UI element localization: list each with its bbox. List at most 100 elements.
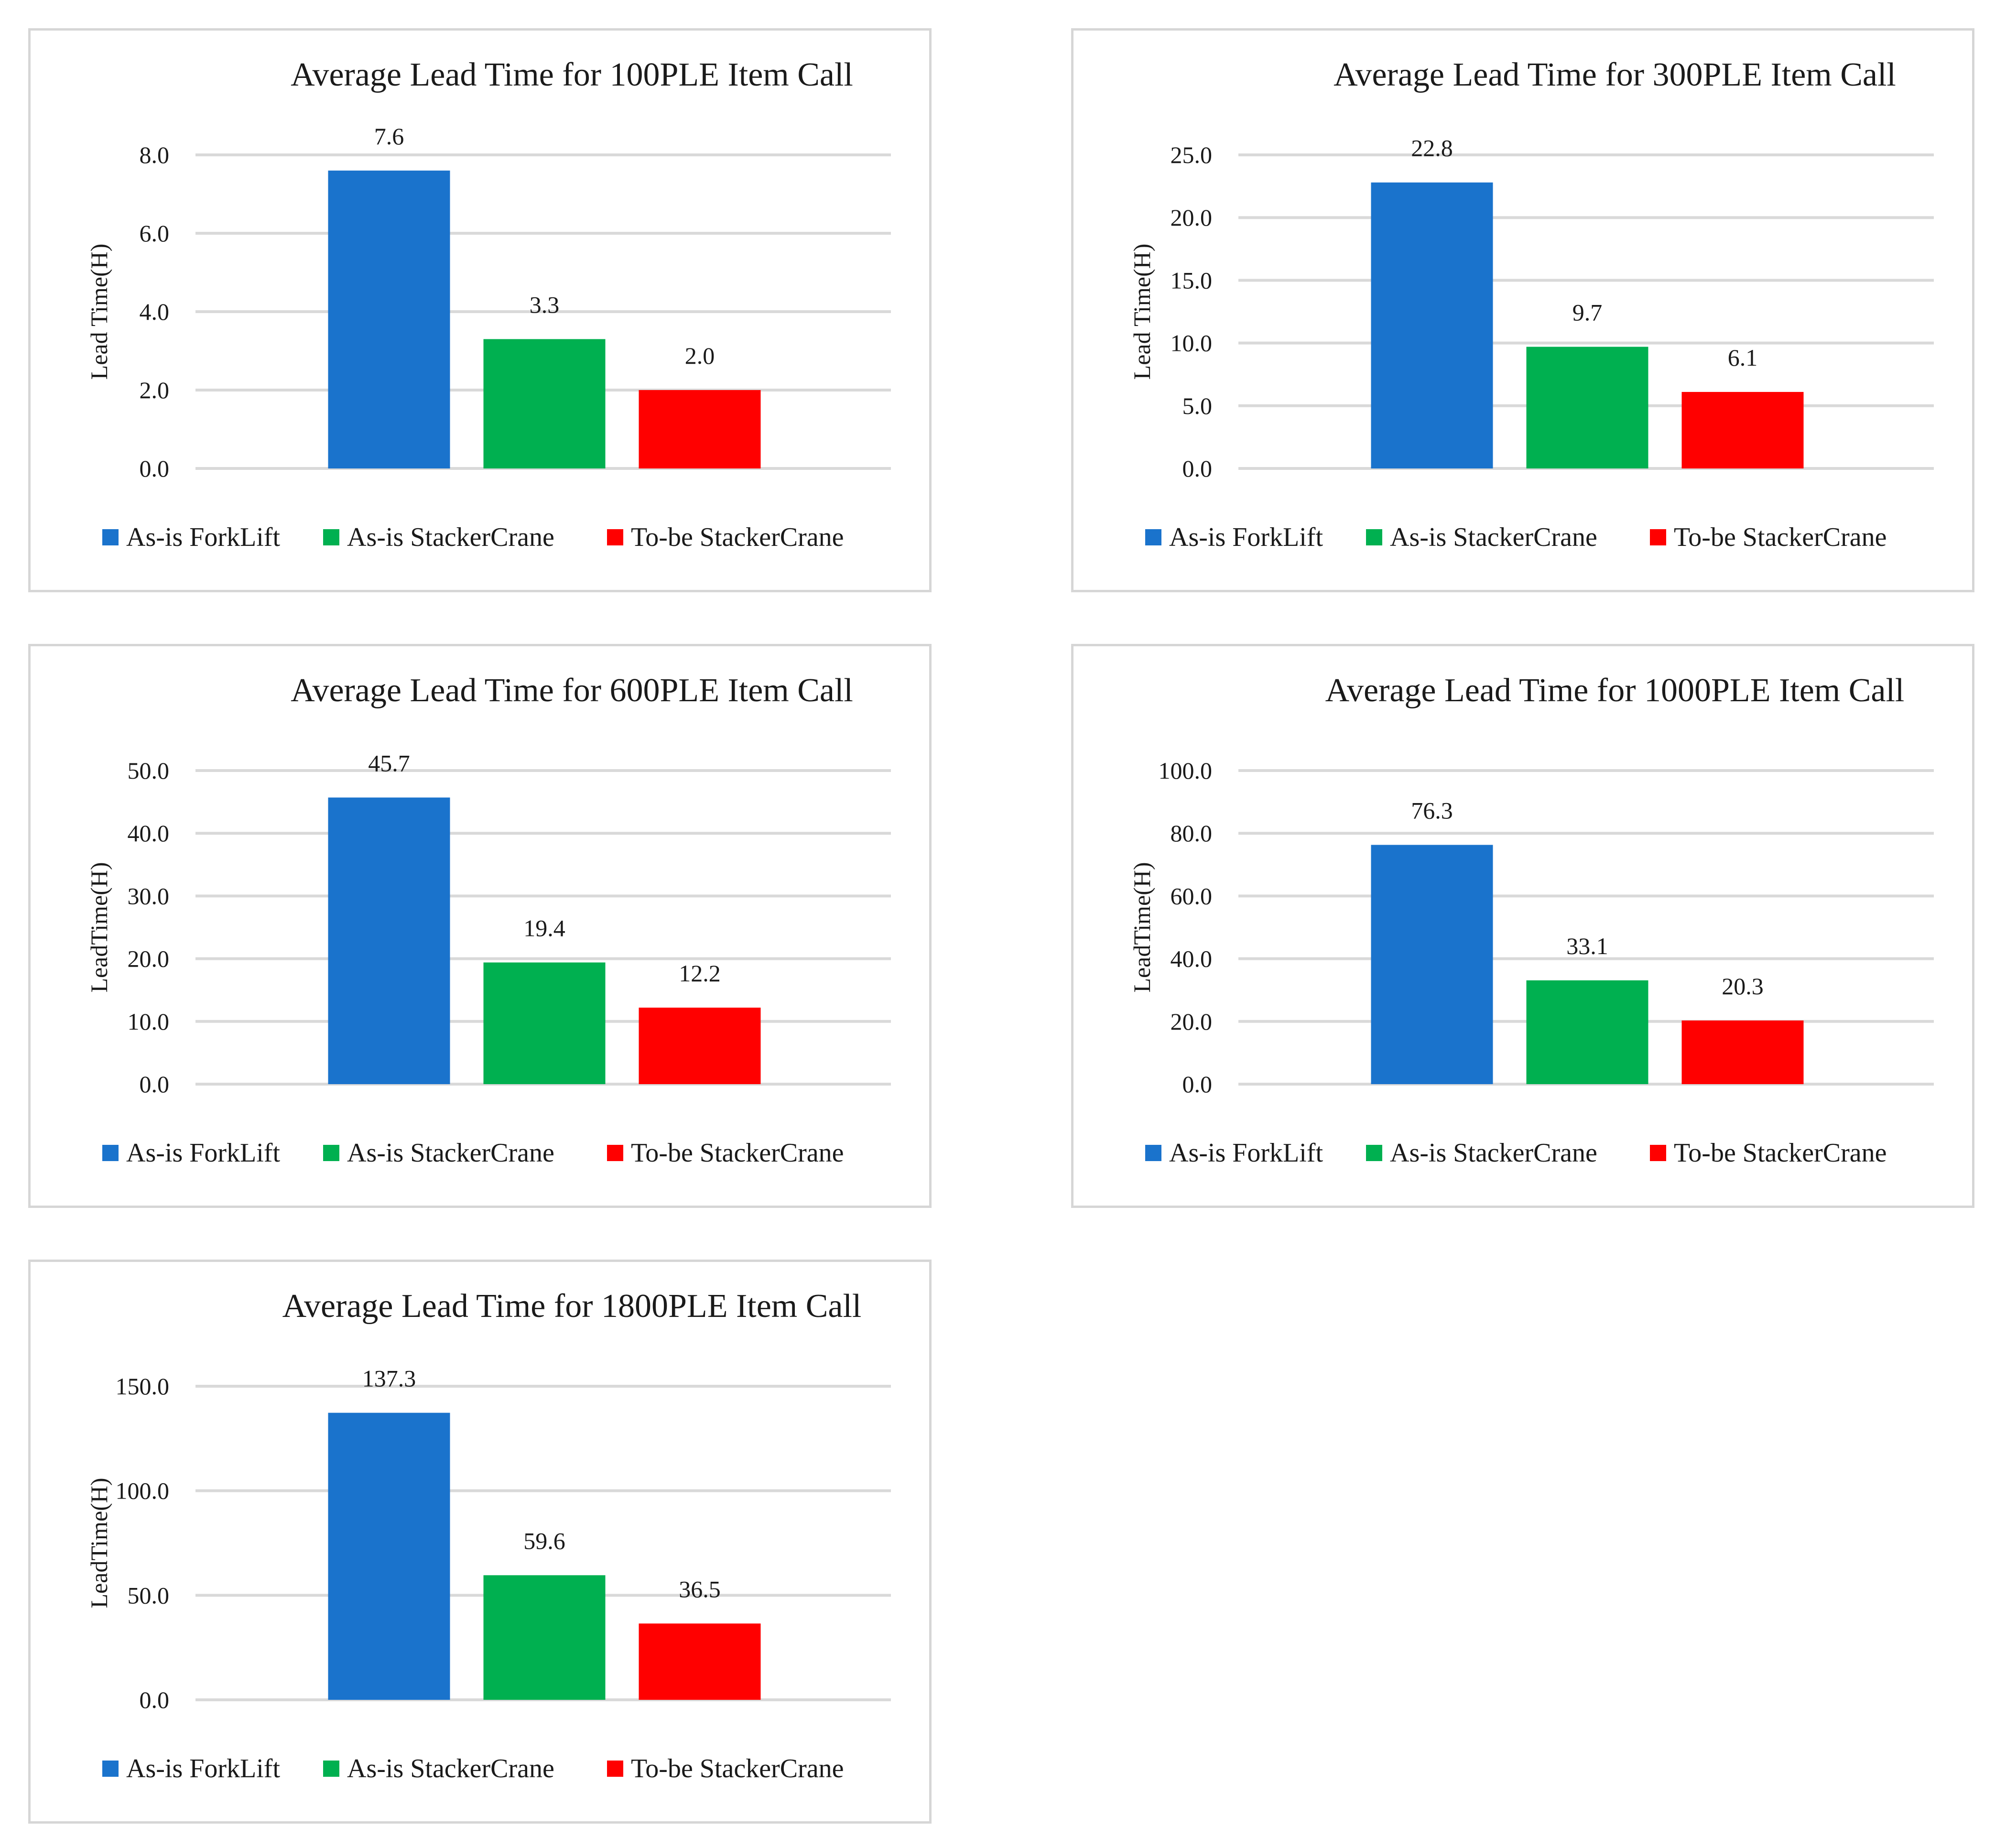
legend-label-to-be-stackercrane: To-be StackerCrane [1674, 1138, 1887, 1168]
chart-title: Average Lead Time for 600PLE Item Call [291, 672, 853, 709]
y-axis-label: Lead Time(H) [86, 244, 112, 380]
y-tick-label: 10.0 [1171, 330, 1213, 357]
y-tick-label: 8.0 [140, 141, 170, 168]
data-label-as-is-stackercrane: 3.3 [530, 291, 560, 318]
bar-as-is-stackercrane [483, 962, 606, 1084]
legend-label-as-is-forklift: As-is ForkLift [126, 1754, 280, 1783]
legend-label-as-is-stackercrane: As-is StackerCrane [1390, 522, 1597, 552]
legend-swatch-to-be-stackercrane [607, 529, 623, 545]
legend-swatch-as-is-forklift [1145, 529, 1161, 545]
y-tick-label: 20.0 [1171, 204, 1213, 231]
legend-swatch-as-is-stackercrane [323, 529, 339, 545]
y-tick-label: 0.0 [1182, 1071, 1213, 1098]
bar-as-is-stackercrane [483, 1575, 606, 1700]
chart-panel-100ple: Average Lead Time for 100PLE Item Call Le… [28, 28, 932, 592]
data-label-to-be-stackercrane: 36.5 [679, 1576, 721, 1602]
chart-title: Average Lead Time for 300PLE Item Call [1334, 56, 1896, 93]
y-tick-label: 80.0 [1171, 820, 1213, 847]
data-label-to-be-stackercrane: 2.0 [685, 342, 715, 369]
data-label-as-is-stackercrane: 19.4 [523, 914, 565, 941]
bar-to-be-stackercrane [1681, 391, 1804, 468]
legend-swatch-to-be-stackercrane [607, 1145, 623, 1161]
bar-to-be-stackercrane [639, 1623, 761, 1700]
y-axis-label: LeadTime(H) [1128, 862, 1155, 992]
y-tick-label: 60.0 [1171, 882, 1213, 909]
legend-label-as-is-forklift: As-is ForkLift [126, 522, 280, 552]
chart-svg: Average Lead Time for 1000PLE Item Call L… [1128, 672, 1934, 1168]
y-axis-label: LeadTime(H) [86, 1478, 112, 1608]
bar-as-is-forklift [328, 170, 450, 468]
bar-as-is-forklift [1371, 845, 1493, 1084]
y-tick-label: 20.0 [128, 946, 170, 972]
bar-as-is-forklift [328, 797, 450, 1084]
bar-as-is-stackercrane [1526, 980, 1648, 1084]
legend-swatch-as-is-stackercrane [1366, 529, 1382, 545]
legend-label-as-is-forklift: As-is ForkLift [1169, 1138, 1323, 1168]
bar-to-be-stackercrane [639, 1007, 761, 1084]
y-tick-label: 25.0 [1171, 141, 1213, 168]
y-tick-label: 10.0 [128, 1008, 170, 1035]
y-tick-label: 30.0 [128, 882, 170, 909]
legend-label-to-be-stackercrane: To-be StackerCrane [631, 1754, 844, 1783]
y-tick-label: 0.0 [140, 455, 170, 482]
y-tick-label: 2.0 [140, 377, 170, 403]
data-label-as-is-stackercrane: 59.6 [523, 1527, 565, 1554]
data-label-as-is-stackercrane: 9.7 [1572, 299, 1603, 326]
y-tick-label: 0.0 [140, 1071, 170, 1098]
data-label-to-be-stackercrane: 12.2 [679, 960, 721, 987]
legend-swatch-to-be-stackercrane [1650, 1145, 1666, 1161]
data-label-to-be-stackercrane: 6.1 [1728, 344, 1758, 371]
y-tick-label: 100.0 [116, 1478, 170, 1504]
y-tick-label: 50.0 [128, 1582, 170, 1609]
legend-swatch-as-is-forklift [102, 1761, 119, 1777]
legend-label-as-is-stackercrane: As-is StackerCrane [1390, 1138, 1597, 1168]
data-label-as-is-forklift: 7.6 [374, 123, 404, 150]
legend-swatch-to-be-stackercrane [1650, 529, 1666, 545]
y-tick-label: 0.0 [1182, 455, 1213, 482]
legend-label-as-is-stackercrane: As-is StackerCrane [347, 1754, 554, 1783]
legend-swatch-as-is-stackercrane [1366, 1145, 1382, 1161]
y-tick-label: 150.0 [116, 1373, 170, 1400]
data-label-to-be-stackercrane: 20.3 [1722, 973, 1764, 1000]
y-tick-label: 20.0 [1171, 1008, 1213, 1035]
y-tick-label: 50.0 [128, 757, 170, 784]
bar-to-be-stackercrane [639, 390, 761, 468]
chart-svg: Average Lead Time for 600PLE Item Call Le… [86, 672, 891, 1168]
legend-swatch-to-be-stackercrane [607, 1761, 623, 1777]
bar-as-is-forklift [328, 1413, 450, 1700]
chart-panel-1800ple: Average Lead Time for 1800PLE Item Call L… [28, 1260, 932, 1824]
chart-title: Average Lead Time for 100PLE Item Call [291, 56, 853, 93]
y-tick-label: 15.0 [1171, 267, 1213, 294]
bar-as-is-forklift [1371, 182, 1493, 468]
bar-as-is-stackercrane [483, 339, 606, 468]
chart-svg: Average Lead Time for 1800PLE Item Call L… [86, 1288, 891, 1783]
data-label-as-is-stackercrane: 33.1 [1566, 933, 1608, 959]
chart-svg: Average Lead Time for 300PLE Item Call Le… [1128, 56, 1934, 552]
chart-panel-300ple: Average Lead Time for 300PLE Item Call Le… [1071, 28, 1974, 592]
legend-label-to-be-stackercrane: To-be StackerCrane [1674, 522, 1887, 552]
y-tick-label: 100.0 [1159, 757, 1213, 784]
y-tick-label: 40.0 [128, 820, 170, 847]
chart-panel-1000ple: Average Lead Time for 1000PLE Item Call L… [1071, 644, 1974, 1208]
legend-swatch-as-is-stackercrane [323, 1145, 339, 1161]
legend-label-as-is-forklift: As-is ForkLift [126, 1138, 280, 1168]
chart-svg: Average Lead Time for 100PLE Item Call Le… [86, 56, 891, 552]
data-label-as-is-forklift: 76.3 [1411, 797, 1453, 824]
y-tick-label: 6.0 [140, 220, 170, 247]
bar-to-be-stackercrane [1681, 1020, 1804, 1084]
chart-title: Average Lead Time for 1000PLE Item Call [1325, 672, 1905, 709]
data-label-as-is-forklift: 137.3 [362, 1365, 416, 1392]
chart-title: Average Lead Time for 1800PLE Item Call [282, 1288, 862, 1325]
y-tick-label: 40.0 [1171, 946, 1213, 972]
legend-label-as-is-stackercrane: As-is StackerCrane [347, 522, 554, 552]
y-axis-label: Lead Time(H) [1128, 244, 1155, 380]
y-tick-label: 0.0 [140, 1686, 170, 1713]
legend-label-as-is-forklift: As-is ForkLift [1169, 522, 1323, 552]
y-tick-label: 4.0 [140, 298, 170, 325]
legend-swatch-as-is-forklift [102, 529, 119, 545]
chart-panel-600ple: Average Lead Time for 600PLE Item Call Le… [28, 644, 932, 1208]
data-label-as-is-forklift: 22.8 [1411, 135, 1453, 162]
data-label-as-is-forklift: 45.7 [368, 750, 410, 776]
legend-label-to-be-stackercrane: To-be StackerCrane [631, 1138, 844, 1168]
